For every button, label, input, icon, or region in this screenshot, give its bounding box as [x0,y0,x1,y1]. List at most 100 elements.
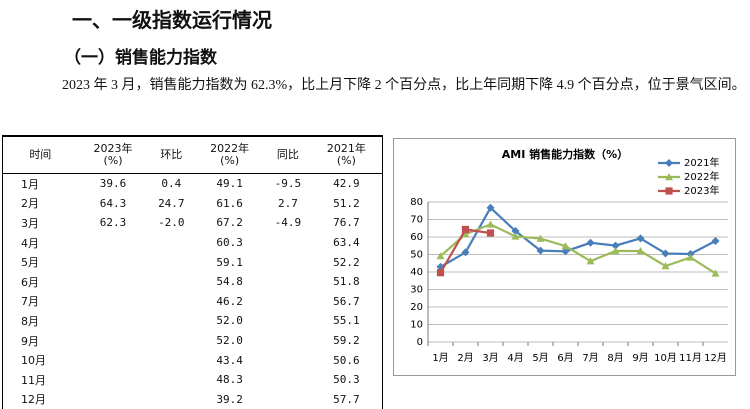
table-cell: -9.5 [274,177,302,191]
x-tick-label: 6月 [557,352,573,364]
table-cell: 5月 [1,252,78,272]
table-cell: 63.4 [310,232,383,253]
data-table: 时间 2023年 (%) 环比 2022年 (%) 同比 2021年 (%) 1月 39.6… [1,135,383,409]
table-cell [78,390,149,409]
table-cell: 61.6 [216,196,243,210]
table-cell: 24.7 [158,196,185,210]
table-row: 7月 46.2 56.7 [1,291,383,312]
table-cell: 39.6 [99,177,127,191]
marker [486,220,495,228]
table-cell: 1月 [1,173,78,194]
y-tick-label: 80 [410,197,423,208]
table-cell [265,272,311,292]
table-cell [265,252,311,272]
table-cell: 51.8 [310,271,383,292]
table-row: 3月 62.3 -2.0 67.2 -4.9 76.7 [1,213,383,233]
table-cell: 3月 [1,213,78,233]
table-cell: 50.6 [310,350,383,370]
table-cell [78,350,149,370]
x-tick-label: 4月 [507,352,523,364]
chart-title: AMI 销售能力指数（%） [502,147,628,161]
table-cell: 60.3 [216,236,243,250]
series-line [439,223,717,275]
table-cell: 0.4 [161,177,182,191]
marker [665,173,673,181]
table-cell: 2月 [1,193,78,214]
table-cell [265,370,311,390]
table-cell [148,390,194,409]
x-tick-label: 12月 [704,352,727,364]
marker [636,247,645,255]
table-cell: 12月 [1,389,78,409]
marker [636,234,645,243]
table-cell: 54.8 [216,275,243,289]
heading: 一、一级指数运行情况 [72,8,272,32]
table-cell: 56.7 [310,291,383,312]
table-cell: 49.1 [216,177,243,191]
x-tick-label: 7月 [582,352,598,364]
table-cell: 64.3 [99,196,127,210]
marker [561,242,570,250]
header-cell: 2021年 (%) [310,135,383,174]
marker [536,234,545,242]
table-row: 9月 52.0 59.2 [1,330,383,351]
marker [436,252,445,260]
marker [536,246,545,255]
legend-label: 2023年 [684,184,719,197]
table-cell: 52.0 [216,334,243,348]
table-cell: 7月 [1,291,78,312]
table-cell [265,331,311,351]
header-cell: 2022年 (%) [194,135,266,174]
table-cell [265,311,311,331]
table-row: 1月 39.6 0.4 49.1 -9.5 42.9 [1,173,383,194]
legend-label: 2022年 [684,170,719,183]
table-cell [265,390,311,409]
marker [661,262,670,270]
table-cell [78,233,149,253]
table-cell: 50.3 [310,369,383,390]
marker [611,247,620,255]
x-tick-label: 11月 [679,352,702,364]
marker [486,229,495,237]
x-tick-label: 5月 [532,352,548,364]
header-row: 时间 2023年 (%) 环比 2022年 (%) 同比 2021年 (%) [1,135,383,174]
y-tick-label: 60 [410,232,423,243]
table-cell [78,272,149,292]
marker [665,159,673,167]
table-cell [148,350,194,370]
header-cell: 2023年 (%) [77,135,149,174]
table-cell [148,292,194,312]
table-cell: 62.3 [99,216,127,230]
marker [711,269,720,277]
table-cell: -4.9 [274,216,302,230]
subheading: （一）销售能力指数 [64,48,217,68]
table-cell [78,311,149,331]
table-cell [78,252,149,272]
table-row: 8月 52.0 55.1 [1,311,383,331]
table-cell: 67.2 [216,216,243,230]
table-cell [148,370,194,390]
marker [611,241,620,250]
table-cell [78,370,149,390]
table-cell: 10月 [1,350,78,370]
marker [561,247,570,256]
table-cell: 4月 [1,232,78,253]
y-tick-label: 0 [417,337,423,348]
table-cell: 48.3 [216,373,243,387]
table-row: 4月 60.3 63.4 [1,232,383,253]
table-cell: 59.2 [310,330,383,351]
table-cell: -2.0 [158,216,185,230]
y-tick-label: 50 [410,250,423,261]
y-tick-label: 70 [410,215,423,226]
table-cell: 6月 [1,271,78,292]
marker [661,249,670,258]
table-cell: 51.2 [310,193,383,214]
table-cell: 46.2 [216,294,243,308]
table-row: 11月 48.3 50.3 [1,369,383,390]
table-cell [148,331,194,351]
table-cell [148,311,194,331]
marker [461,230,470,238]
table-cell: 52.0 [216,314,243,328]
header-cell: 时间 [1,135,78,174]
table-row: 12月 39.2 57.7 [1,389,383,409]
